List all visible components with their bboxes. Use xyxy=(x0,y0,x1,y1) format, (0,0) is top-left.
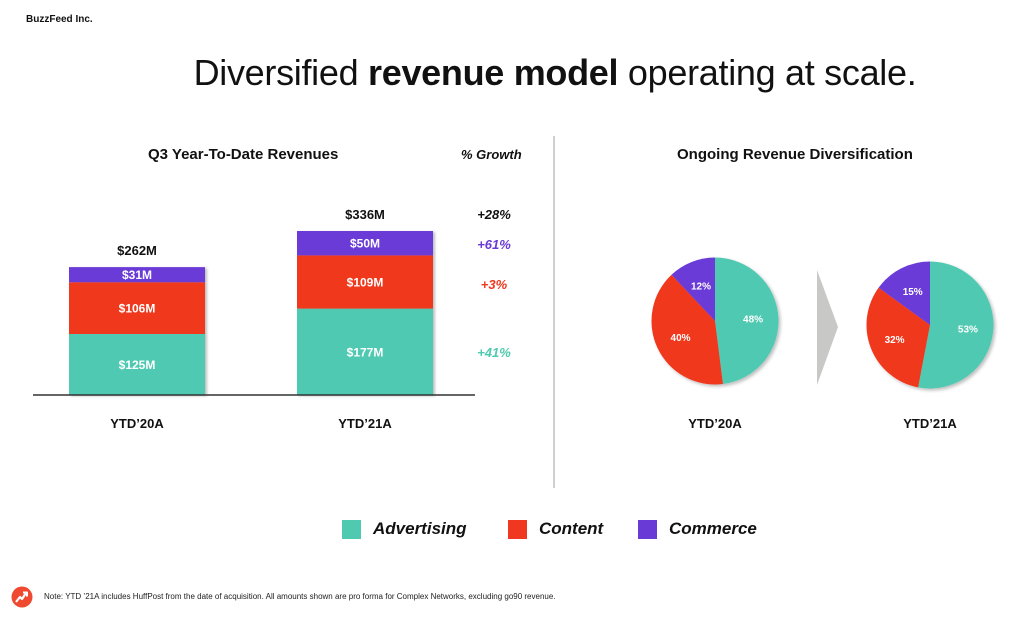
headline-bold: revenue model xyxy=(368,52,619,93)
bar-value-label-commerce: $50M xyxy=(350,237,380,251)
bar-segment-content xyxy=(69,282,205,334)
pie-period-label: YTD’20A xyxy=(688,416,742,431)
pie-slice-label-advertising: 53% xyxy=(958,325,978,336)
bar-stack-0 xyxy=(69,267,205,395)
bar-value-label-commerce: $31M xyxy=(122,268,152,282)
pie-slice-commerce xyxy=(671,257,715,321)
transition-arrow-icon xyxy=(817,270,838,385)
pie-slice-content xyxy=(866,287,930,388)
legend-label: Advertising xyxy=(373,519,467,538)
growth-total: +28% xyxy=(477,207,511,222)
pie-slice-label-commerce: 12% xyxy=(691,282,711,293)
growth-header: % Growth xyxy=(461,147,522,162)
buzzfeed-logo-icon xyxy=(11,586,33,608)
legend-swatch-commerce xyxy=(638,519,657,539)
pie-slice-advertising xyxy=(918,261,994,389)
stacked-bar-chart: $125M $106M $31M $262M YTD’20A $177M $109M $50M… xyxy=(33,207,475,431)
bar-segment-content xyxy=(297,255,433,309)
bar-total-label: $262M xyxy=(117,243,157,258)
legend-item-commerce: Commerce xyxy=(638,518,757,540)
bar-stack-1 xyxy=(297,231,433,395)
bar-value-label-content: $109M xyxy=(347,276,384,290)
legend-label: Content xyxy=(539,519,604,538)
pie-chart-title: Ongoing Revenue Diversification xyxy=(677,146,913,163)
bar-segment-commerce xyxy=(69,267,205,283)
bar-value-label-content: $106M xyxy=(119,302,156,316)
page-title: Diversified revenue model operating at s… xyxy=(0,52,1024,94)
x-tick-label: YTD’20A xyxy=(110,416,164,431)
headline-post: operating at scale. xyxy=(618,52,917,93)
pie-slice-label-content: 32% xyxy=(885,335,905,346)
pie-slice-content xyxy=(651,274,723,385)
legend-label: Commerce xyxy=(669,519,757,538)
bar-total-label: $336M xyxy=(345,207,385,222)
legend-item-content: Content xyxy=(508,518,603,540)
headline-pre: Diversified xyxy=(193,52,369,93)
pie-1 xyxy=(866,261,994,389)
legend-swatch-advertising xyxy=(342,519,361,539)
pie-charts: 48% 40% 12% YTD’20A 53% 32% 15% YTD’21A xyxy=(651,257,994,431)
pie-slice-advertising xyxy=(715,257,779,384)
growth-advertising: +41% xyxy=(477,345,511,360)
bar-segment-advertising xyxy=(297,308,433,395)
bar-value-label-advertising: $177M xyxy=(347,345,384,359)
x-tick-label: YTD’21A xyxy=(338,416,392,431)
footnote: Note: YTD ’21A includes HuffPost from th… xyxy=(44,592,556,601)
legend-swatch-content xyxy=(508,519,527,539)
pie-slice-label-advertising: 48% xyxy=(743,315,763,326)
pie-slice-label-commerce: 15% xyxy=(903,287,923,298)
section-divider xyxy=(553,136,555,488)
bar-segment-advertising xyxy=(69,333,205,395)
legend-item-advertising: Advertising xyxy=(342,518,467,540)
company-name: BuzzFeed Inc. xyxy=(26,14,93,25)
growth-content: +3% xyxy=(480,277,508,292)
pie-period-label: YTD’21A xyxy=(903,416,957,431)
bar-chart-title: Q3 Year-To-Date Revenues xyxy=(148,146,339,163)
bar-value-label-advertising: $125M xyxy=(119,358,156,372)
growth-commerce: +61% xyxy=(477,237,511,252)
pie-0 xyxy=(651,257,779,385)
pie-slice-commerce xyxy=(878,261,930,325)
bar-segment-commerce xyxy=(297,231,433,256)
pie-slice-label-content: 40% xyxy=(671,333,691,344)
